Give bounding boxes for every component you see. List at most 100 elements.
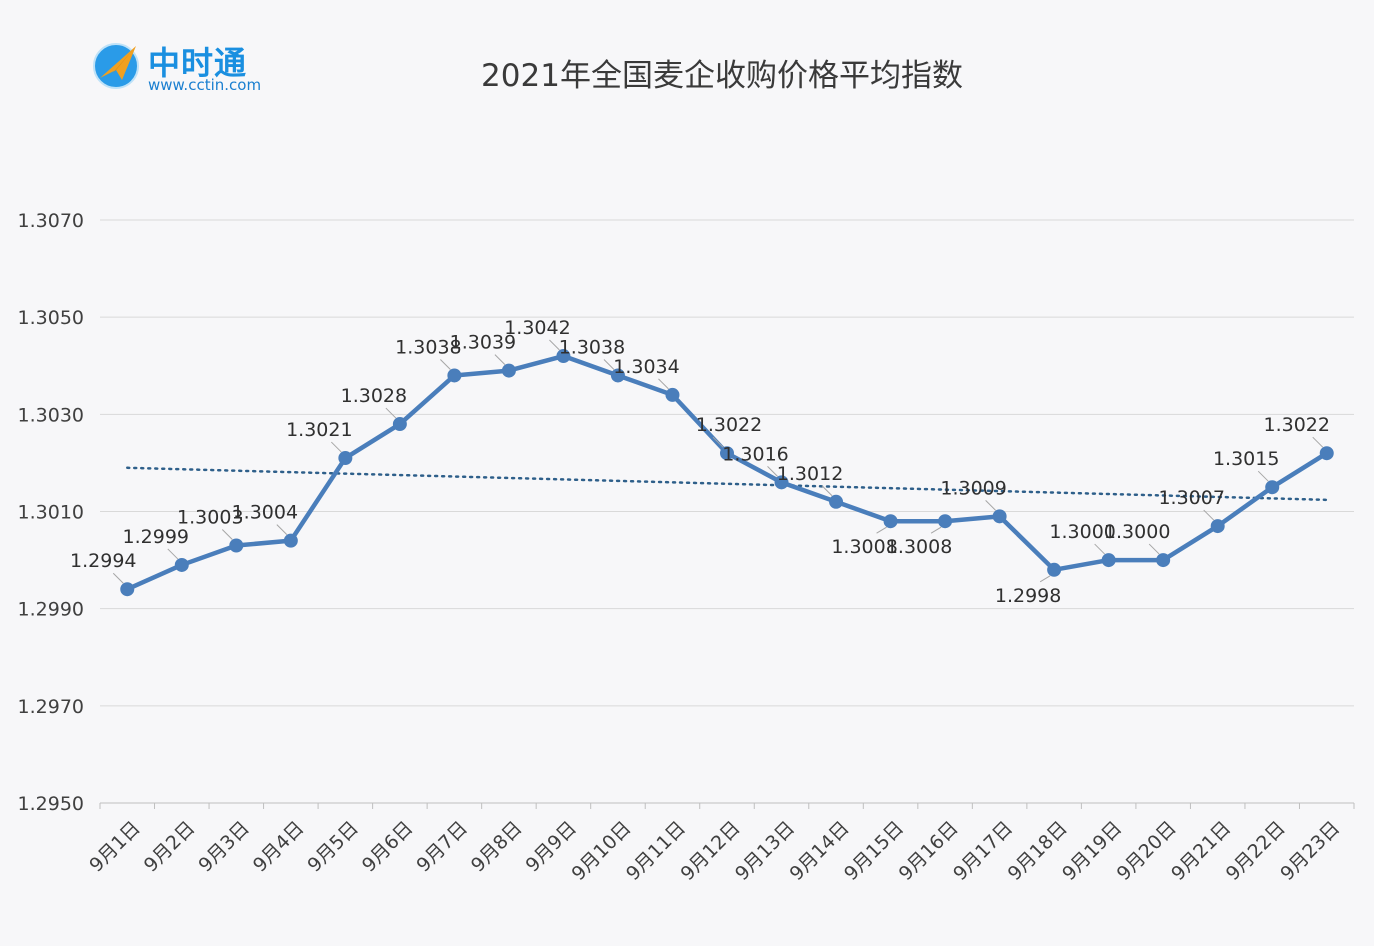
- data-label-leader: [549, 339, 560, 351]
- data-label-leader: [658, 378, 669, 390]
- data-label: 1.3028: [341, 385, 407, 407]
- x-tick-label: 9月21日: [1167, 817, 1235, 885]
- x-tick-label: 9月19日: [1058, 817, 1126, 885]
- data-point: [556, 349, 571, 364]
- data-point: [774, 475, 789, 490]
- data-point: [610, 368, 625, 383]
- x-tick-label: 9月8日: [467, 817, 527, 877]
- data-label: 1.3039: [450, 332, 516, 354]
- data-label: 1.3038: [395, 336, 461, 358]
- data-label: 1.3008: [886, 536, 952, 558]
- data-label: 1.3034: [613, 356, 679, 378]
- data-point: [501, 363, 516, 378]
- data-point: [447, 368, 462, 383]
- data-label-leader: [712, 436, 724, 448]
- x-tick-label: 9月12日: [676, 817, 744, 885]
- data-label: 1.2999: [123, 526, 189, 548]
- y-tick-label: 1.3010: [18, 502, 84, 524]
- data-label: 1.3000: [1104, 521, 1170, 543]
- data-label: 1.3007: [1158, 487, 1224, 509]
- data-label: 1.3021: [286, 419, 352, 441]
- data-point: [938, 514, 953, 529]
- x-tick-label: 9月13日: [731, 817, 799, 885]
- x-tick-label: 9月22日: [1222, 817, 1290, 885]
- cctin-logo: 中时通 www.cctin.com: [92, 40, 292, 96]
- data-point: [229, 538, 244, 553]
- x-tick-label: 9月7日: [412, 817, 472, 877]
- data-label-leader: [112, 572, 124, 584]
- data-label-leader: [1203, 509, 1215, 521]
- x-tick-label: 9月10日: [567, 817, 635, 885]
- data-label-leader: [876, 526, 887, 534]
- logo-url: www.cctin.com: [148, 76, 262, 94]
- data-label-leader: [167, 548, 179, 560]
- data-label-leader: [1039, 575, 1051, 583]
- x-tick-label: 9月11日: [622, 817, 690, 885]
- data-label-leader: [603, 359, 615, 370]
- data-point: [174, 557, 189, 572]
- data-label-leader: [821, 485, 833, 497]
- data-point: [392, 417, 407, 432]
- data-label: 1.3000: [1049, 521, 1115, 543]
- x-tick-label: 9月18日: [1004, 817, 1072, 885]
- data-label: 1.2994: [70, 550, 136, 572]
- data-point: [1101, 553, 1116, 568]
- data-point: [1210, 519, 1225, 534]
- data-point: [720, 446, 734, 461]
- data-label: 1.3008: [831, 536, 897, 558]
- x-tick-label: 9月20日: [1113, 817, 1181, 885]
- y-tick-label: 1.3070: [18, 210, 84, 232]
- paper-plane-logo-icon: [93, 43, 139, 89]
- data-point: [338, 451, 353, 466]
- y-tick-label: 1.2970: [18, 696, 84, 718]
- data-label-leader: [385, 407, 397, 419]
- data-label-leader: [767, 465, 778, 477]
- data-point: [1265, 480, 1280, 495]
- x-tick-label: 9月14日: [786, 817, 854, 885]
- data-label: 1.3022: [1263, 414, 1329, 436]
- data-point: [283, 533, 298, 548]
- data-label-leader: [1094, 543, 1106, 555]
- data-label-leader: [221, 529, 233, 540]
- data-label-leader: [1312, 436, 1324, 448]
- data-label: 1.3003: [177, 507, 243, 529]
- y-tick-label: 1.2990: [18, 599, 84, 621]
- data-point: [1156, 553, 1171, 568]
- data-label: 1.3042: [504, 317, 570, 339]
- data-label: 1.3012: [777, 463, 843, 485]
- trendline: [126, 466, 1328, 502]
- data-label: 1.3009: [940, 477, 1006, 499]
- data-point: [120, 582, 135, 597]
- y-tick-label: 1.3030: [18, 404, 84, 426]
- x-tick-label: 9月2日: [140, 817, 200, 877]
- data-label-leader: [440, 359, 451, 370]
- data-label: 1.2998: [995, 585, 1061, 607]
- data-label-leader: [985, 500, 996, 511]
- data-label-leader: [330, 441, 342, 453]
- chart-title: 2021年全国麦企收购价格平均指数: [481, 58, 963, 94]
- x-tick-label: 9月5日: [303, 817, 363, 877]
- data-label-leader: [1148, 543, 1160, 555]
- data-point: [992, 509, 1007, 524]
- data-label: 1.3038: [559, 336, 625, 358]
- data-label: 1.3022: [696, 414, 762, 436]
- x-tick-label: 9月17日: [949, 817, 1017, 885]
- x-tick-label: 9月16日: [895, 817, 963, 885]
- x-tick-label: 9月4日: [249, 817, 309, 877]
- y-tick-label: 1.3050: [18, 307, 84, 329]
- x-tick-label: 9月1日: [85, 817, 145, 877]
- data-label: 1.3016: [722, 443, 788, 465]
- data-label-leader: [276, 524, 288, 536]
- data-label-leader: [1257, 470, 1269, 482]
- x-tick-label: 9月15日: [840, 817, 908, 885]
- data-point: [1047, 562, 1062, 577]
- x-tick-label: 9月6日: [358, 817, 418, 877]
- data-label-leader: [494, 354, 506, 365]
- x-tick-label: 9月23日: [1276, 817, 1344, 885]
- data-point: [829, 494, 844, 509]
- series-line: [125, 353, 1329, 592]
- y-tick-label: 1.2950: [18, 793, 84, 815]
- data-label: 1.3015: [1213, 448, 1279, 470]
- data-point: [1319, 446, 1334, 461]
